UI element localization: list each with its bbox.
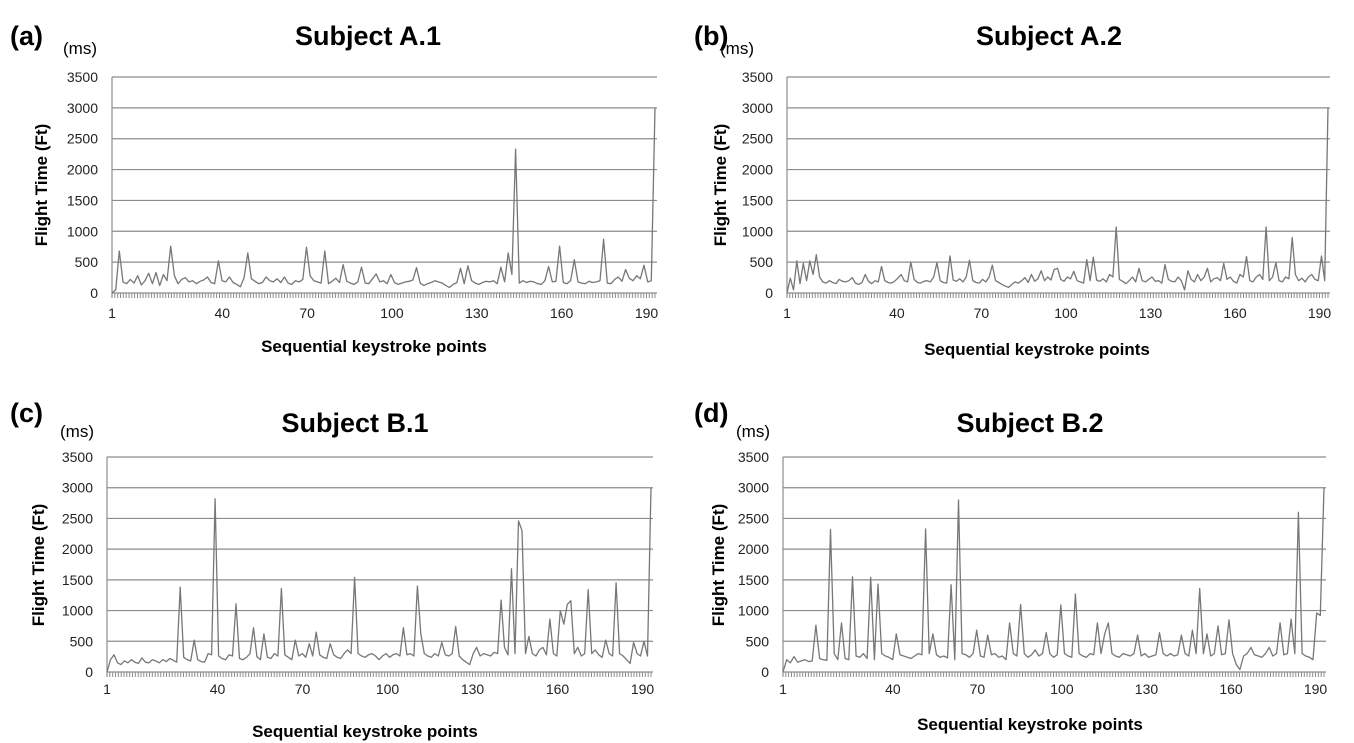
x-tick-label: 160 — [546, 681, 570, 697]
series-line — [786, 107, 1329, 294]
x-axis-title: Sequential keystroke points — [917, 715, 1143, 734]
x-tick-label: 40 — [889, 305, 905, 321]
y-unit-label: (ms) — [736, 422, 770, 441]
y-axis-title: Flight Time (Ft) — [29, 504, 48, 626]
y-tick-label: 500 — [746, 633, 770, 649]
panel-label: (d) — [694, 398, 728, 428]
y-tick-label: 3500 — [62, 449, 93, 465]
chart-panel-2: (b) Subject A.2 (ms) 0 500 1000 1500 2000 2500 30… — [694, 21, 1331, 359]
x-axis-ticks — [106, 672, 652, 677]
x-tick-label: 130 — [1135, 681, 1159, 697]
y-tick-label: 1500 — [738, 572, 769, 588]
x-tick-label: 70 — [970, 681, 986, 697]
y-tick-label: 3000 — [742, 100, 773, 116]
x-tick-label: 100 — [380, 305, 404, 321]
y-axis-title: Flight Time (Ft) — [32, 124, 51, 246]
chart-panel-3: (c) Subject B.1 (ms) 0 500 1000 1500 2000 2500 30… — [10, 398, 654, 741]
series-line — [106, 487, 652, 673]
x-tick-label: 40 — [210, 681, 226, 697]
y-tick-label: 1000 — [738, 603, 769, 619]
x-tick-label: 1 — [103, 681, 111, 697]
chart-title: Subject A.1 — [295, 21, 441, 51]
chart-title: Subject B.1 — [281, 408, 428, 438]
y-tick-label: 3000 — [62, 480, 93, 496]
y-unit-label: (ms) — [60, 422, 94, 441]
x-tick-label: 1 — [779, 681, 787, 697]
y-tick-label: 2500 — [62, 510, 93, 526]
x-tick-label: 40 — [885, 681, 901, 697]
panel-label: (a) — [10, 21, 43, 51]
y-tick-label: 500 — [750, 254, 774, 270]
x-tick-label: 160 — [1219, 681, 1243, 697]
y-tick-label: 500 — [70, 633, 94, 649]
x-tick-label: 70 — [299, 305, 315, 321]
y-tick-label: 0 — [765, 285, 773, 301]
y-tick-label: 500 — [75, 254, 99, 270]
x-tick-label: 190 — [1308, 305, 1332, 321]
x-tick-label: 100 — [1050, 681, 1074, 697]
x-tick-label: 70 — [974, 305, 990, 321]
y-unit-label: (ms) — [63, 39, 97, 58]
chart-panel-1: (a) Subject A.1 (ms) 0 500 1000 1500 2000 2500 30… — [10, 21, 658, 356]
y-tick-label: 3000 — [67, 100, 98, 116]
x-axis-title: Sequential keystroke points — [261, 337, 487, 356]
x-tick-label: 190 — [635, 305, 659, 321]
panel-label: (b) — [694, 21, 728, 51]
x-tick-label: 190 — [631, 681, 655, 697]
panel-label: (c) — [10, 398, 43, 428]
x-tick-label: 70 — [295, 681, 311, 697]
y-axis-title: Flight Time (Ft) — [711, 124, 730, 246]
y-tick-label: 2000 — [738, 541, 769, 557]
x-tick-label: 130 — [1139, 305, 1163, 321]
chart-title: Subject A.2 — [976, 21, 1122, 51]
series-line — [111, 107, 656, 294]
y-tick-label: 2500 — [738, 510, 769, 526]
y-tick-label: 0 — [90, 285, 98, 301]
y-tick-label: 0 — [761, 664, 769, 680]
x-tick-label: 190 — [1304, 681, 1328, 697]
y-tick-label: 1500 — [67, 192, 98, 208]
x-axis-title: Sequential keystroke points — [924, 340, 1150, 359]
x-axis-ticks — [111, 293, 656, 298]
x-tick-label: 100 — [376, 681, 400, 697]
y-tick-label: 3000 — [738, 480, 769, 496]
y-tick-label: 1500 — [62, 572, 93, 588]
chart-title: Subject B.2 — [956, 408, 1103, 438]
y-tick-label: 2500 — [742, 131, 773, 147]
x-tick-label: 130 — [465, 305, 489, 321]
x-tick-label: 160 — [1223, 305, 1247, 321]
x-tick-label: 160 — [550, 305, 574, 321]
y-tick-label: 2000 — [67, 162, 98, 178]
y-tick-label: 2000 — [742, 162, 773, 178]
x-tick-label: 1 — [783, 305, 791, 321]
x-tick-label: 100 — [1054, 305, 1078, 321]
x-axis-title: Sequential keystroke points — [252, 722, 478, 741]
y-tick-label: 2000 — [62, 541, 93, 557]
y-tick-label: 2500 — [67, 131, 98, 147]
x-axis-ticks — [786, 293, 1329, 298]
y-tick-label: 1500 — [742, 192, 773, 208]
y-axis-title: Flight Time (Ft) — [709, 504, 728, 626]
y-tick-label: 1000 — [62, 603, 93, 619]
series-line — [782, 487, 1325, 673]
x-tick-label: 130 — [461, 681, 485, 697]
y-tick-label: 3500 — [742, 69, 773, 85]
y-tick-label: 3500 — [67, 69, 98, 85]
x-axis-ticks — [782, 672, 1325, 677]
y-tick-label: 3500 — [738, 449, 769, 465]
y-tick-label: 0 — [85, 664, 93, 680]
x-tick-label: 1 — [108, 305, 116, 321]
y-tick-label: 1000 — [67, 223, 98, 239]
y-unit-label: (ms) — [720, 39, 754, 58]
y-tick-label: 1000 — [742, 223, 773, 239]
chart-panel-4: (d) Subject B.2 (ms) 0 500 1000 1500 2000 2500 30… — [694, 398, 1327, 734]
x-tick-label: 40 — [215, 305, 231, 321]
